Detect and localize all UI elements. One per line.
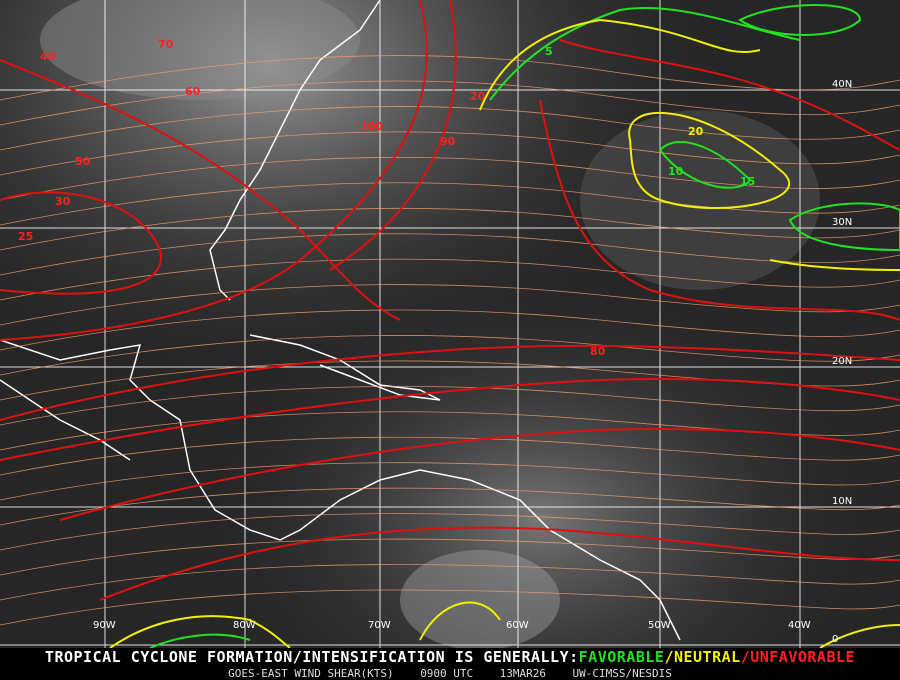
coastline-mexico	[0, 379, 131, 461]
streamline	[0, 385, 900, 426]
latitude-label: 0	[832, 634, 838, 645]
streamline	[0, 513, 900, 551]
contour-neutral	[628, 111, 790, 210]
legend-sep: /	[740, 648, 751, 666]
lat-lon-grid	[0, 0, 900, 648]
longitude-label: 70W	[368, 620, 391, 631]
caption-date: 13MAR26	[499, 667, 547, 680]
streamline	[0, 538, 900, 576]
caption-source: UW-CIMSS/NESDIS	[572, 667, 672, 680]
streamline	[0, 564, 900, 601]
latitude-label: 40N	[832, 79, 852, 90]
contour-label-unfavorable: 50	[75, 155, 91, 168]
contour-unfavorable	[329, 0, 457, 271]
contour-neutral	[479, 18, 761, 111]
contour-favorable	[489, 6, 801, 101]
streamline	[0, 436, 900, 476]
contour-unfavorable	[0, 344, 900, 421]
contour-favorable	[738, 4, 862, 36]
contour-label-unfavorable: 40	[40, 50, 56, 63]
coastlines	[0, 0, 681, 641]
contour-favorable	[788, 202, 900, 252]
contour-unfavorable	[0, 191, 162, 295]
contour-neutral	[419, 601, 501, 641]
contour-label-unfavorable: 60	[185, 85, 201, 98]
contour-label-unfavorable: 30	[55, 195, 71, 208]
streamline	[0, 462, 900, 501]
streamline	[0, 411, 900, 451]
legend-neutral: NEUTRAL	[673, 648, 741, 666]
contour-unfavorable	[0, 59, 401, 321]
streamline	[0, 156, 900, 201]
map-canvas: 90W 80W 70W 60W 50W 40W 40N 30N 20N 10N 0 40 70 20 60…	[0, 0, 900, 648]
latitude-label: 30N	[832, 217, 852, 228]
coastline-us-east	[209, 0, 381, 301]
contour-unfavorable	[539, 99, 900, 321]
contour-neutral	[769, 259, 900, 271]
latitude-label: 10N	[832, 496, 852, 507]
contour-label-unfavorable: 80	[590, 345, 606, 358]
contour-label-favorable: 10	[668, 165, 684, 178]
legend-prefix: TROPICAL CYCLONE FORMATION/INTENSIFICATI…	[44, 648, 579, 666]
latitude-label: 20N	[832, 356, 852, 367]
grid-labels: 90W 80W 70W 60W 50W 40W 40N 30N 20N 10N 0	[93, 79, 852, 645]
caption-time: 0900 UTC	[420, 667, 474, 680]
legend-favorable: FAVORABLE	[578, 648, 665, 666]
contour-labels: 40 70 20 60 100 90 50 30 25 80 5 10 15 20	[18, 38, 755, 358]
contour-favorable	[658, 140, 752, 189]
streamline	[0, 207, 900, 251]
streamline	[0, 131, 900, 176]
cloud-field	[40, 0, 360, 100]
streamline	[0, 487, 900, 526]
contour-label-favorable: 15	[740, 175, 755, 188]
contour-neutral	[109, 615, 291, 648]
longitude-label: 50W	[648, 620, 671, 631]
coastline-central-south-america	[0, 339, 681, 641]
longitude-label: 80W	[233, 620, 256, 631]
contour-label-unfavorable: 90	[440, 135, 456, 148]
caption: GOES-EAST WIND SHEAR(KTS) 0900 UTC 13MAR…	[0, 667, 900, 680]
contour-unfavorable	[59, 428, 900, 521]
contour-label-unfavorable: 20	[470, 90, 486, 103]
contour-label-unfavorable: 100	[360, 120, 383, 133]
streamline	[0, 258, 900, 301]
contour-label-favorable: 5	[545, 45, 553, 58]
cloud-field	[400, 550, 560, 648]
streamline	[0, 80, 900, 126]
contour-unfavorable	[99, 526, 900, 601]
contour-neutral	[819, 624, 900, 648]
streamline	[0, 360, 900, 401]
contour-label-unfavorable: 70	[158, 38, 174, 51]
streamline	[0, 106, 900, 151]
streamline	[0, 182, 900, 226]
contour-favorable	[149, 633, 251, 648]
contour-unfavorable	[0, 378, 900, 461]
longitude-label: 90W	[93, 620, 116, 631]
contour-label-neutral: 20	[688, 125, 704, 138]
contour-unfavorable	[0, 0, 428, 341]
contour-label-unfavorable: 25	[18, 230, 33, 243]
streamline	[0, 335, 900, 376]
longitude-label: 40W	[788, 620, 811, 631]
streamline	[0, 233, 900, 276]
contour-unfavorable	[559, 39, 900, 151]
longitude-label: 60W	[506, 620, 529, 631]
streamline	[0, 589, 900, 626]
favorability-legend: TROPICAL CYCLONE FORMATION/INTENSIFICATI…	[0, 649, 900, 666]
streamlines	[0, 55, 900, 626]
legend-unfavorable: UNFAVORABLE	[750, 648, 856, 666]
streamline	[0, 309, 900, 351]
coastline-cuba-hispaniola	[249, 334, 441, 401]
streamline	[0, 55, 900, 101]
legend-sep: /	[664, 648, 674, 666]
streamline	[0, 284, 900, 326]
shear-contours	[0, 0, 900, 648]
caption-product: GOES-EAST WIND SHEAR(KTS)	[228, 667, 394, 680]
